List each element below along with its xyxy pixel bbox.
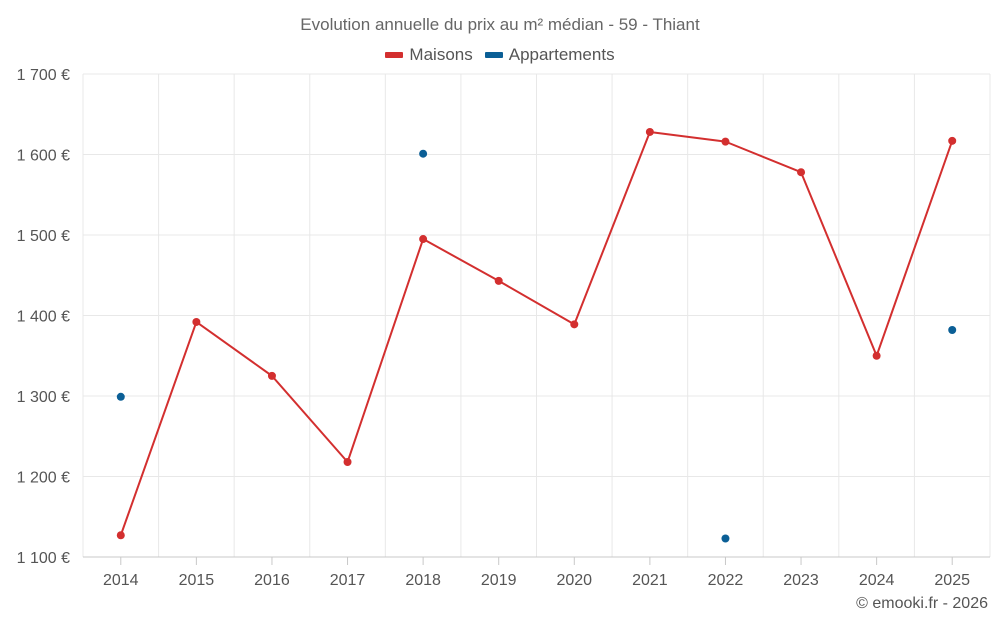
x-tick-label: 2016 — [254, 572, 290, 589]
x-tick-label: 2021 — [632, 572, 668, 589]
point-appartements — [721, 534, 730, 543]
point-maisons — [797, 168, 806, 177]
point-maisons — [645, 127, 654, 136]
point-maisons — [494, 276, 503, 285]
x-tick-label: 2014 — [103, 572, 139, 589]
point-appartements — [116, 392, 125, 401]
y-tick-label: 1 300 € — [17, 389, 70, 406]
x-tick-label: 2022 — [708, 572, 744, 589]
legend-label-maisons: Maisons — [409, 45, 473, 64]
point-maisons — [948, 136, 957, 145]
x-tick-label: 2015 — [179, 572, 215, 589]
credit: © emooki.fr - 2026 — [856, 595, 988, 612]
x-tick-label: 2024 — [859, 572, 895, 589]
x-tick-label: 2025 — [934, 572, 970, 589]
point-appartements — [948, 325, 957, 334]
series-line-maisons — [119, 130, 954, 536]
legend-swatch-maisons — [385, 52, 404, 58]
y-tick-label: 1 600 € — [17, 148, 70, 165]
x-tick-label: 2018 — [405, 572, 441, 589]
legend-item-appartements[interactable]: Appartements — [484, 45, 615, 65]
legend: Maisons Appartements — [0, 45, 1000, 65]
point-appartements — [419, 149, 428, 158]
x-tick-label: 2019 — [481, 572, 517, 589]
point-maisons — [419, 235, 428, 244]
point-maisons — [116, 531, 125, 540]
y-tick-label: 1 700 € — [17, 67, 70, 84]
point-maisons — [343, 458, 352, 467]
point-maisons — [570, 320, 579, 329]
y-tick-label: 1 200 € — [17, 470, 70, 487]
legend-swatch-appartements — [484, 52, 503, 58]
y-tick-label: 1 400 € — [17, 309, 70, 326]
x-tick-label: 2017 — [330, 572, 366, 589]
point-maisons — [872, 351, 881, 360]
y-tick-label: 1 500 € — [17, 228, 70, 245]
chart-title: Evolution annuelle du prix au m² médian … — [300, 15, 700, 34]
point-maisons — [721, 137, 730, 146]
legend-item-maisons[interactable]: Maisons — [385, 45, 473, 65]
x-tick-label: 2023 — [783, 572, 819, 589]
legend-label-appartements: Appartements — [508, 45, 615, 64]
y-tick-label: 1 100 € — [17, 550, 70, 567]
point-maisons — [267, 371, 276, 380]
point-maisons — [192, 317, 201, 326]
x-tick-label: 2020 — [556, 572, 592, 589]
